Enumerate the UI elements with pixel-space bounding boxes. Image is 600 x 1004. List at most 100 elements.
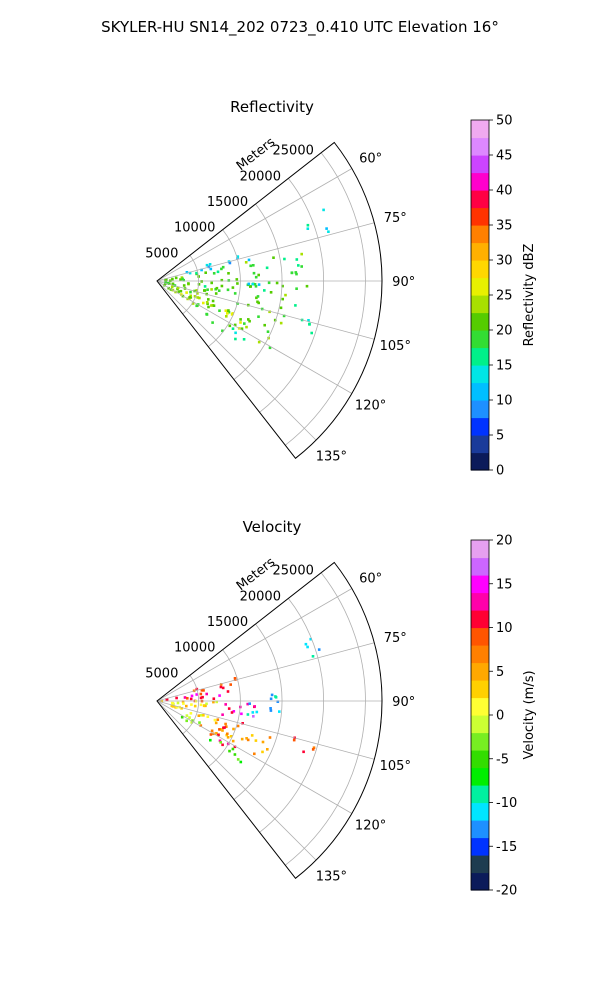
echo-gate <box>193 295 197 298</box>
echo-gate <box>300 265 303 268</box>
echo-gate <box>300 252 303 256</box>
echo-gate <box>180 293 183 296</box>
echo-gate <box>250 734 254 737</box>
echo-gate <box>275 281 279 285</box>
echo-gate <box>235 278 239 281</box>
echo-gate <box>239 321 242 324</box>
echo-gate <box>218 728 221 731</box>
echo-gate <box>225 725 228 728</box>
azimuth-spoke <box>156 280 317 441</box>
echo-gate <box>233 292 237 295</box>
colorbar-segment <box>471 680 489 699</box>
echo-gate <box>253 705 256 708</box>
echo-gate <box>229 683 232 686</box>
radial-tick-label: 15000 <box>207 195 248 210</box>
echo-gate <box>203 289 207 292</box>
echo-gate <box>203 285 207 288</box>
echo-gate <box>279 306 283 310</box>
echo-gate <box>195 693 198 696</box>
echo-gate <box>180 276 184 279</box>
echo-gate <box>193 704 197 708</box>
echo-gate <box>245 325 248 329</box>
echo-gate <box>226 736 230 739</box>
echo-gate <box>254 739 258 742</box>
echo-gate <box>207 298 210 301</box>
echo-gate <box>224 722 227 726</box>
range-ring <box>233 203 283 380</box>
colorbar-segment <box>471 155 489 174</box>
echo-gate <box>210 729 214 733</box>
echo-gate <box>226 690 230 693</box>
echo-gate <box>199 714 203 717</box>
echo-gate <box>185 271 189 274</box>
echo-gate <box>227 272 230 275</box>
colorbar-segment <box>471 435 489 454</box>
echo-gate <box>281 297 284 301</box>
angle-tick-label: 135° <box>316 869 347 884</box>
radial-tick-label: 25000 <box>273 564 314 579</box>
echo-gate <box>246 713 250 716</box>
angle-tick-label: 75° <box>384 631 407 646</box>
echo-gate <box>252 271 256 275</box>
echo-gate <box>242 338 246 341</box>
echo-gate <box>215 700 218 704</box>
angle-tick-label: 75° <box>384 211 407 226</box>
colorbar-segment <box>471 120 489 139</box>
echo-gate <box>231 739 235 743</box>
echo-gate <box>224 703 227 706</box>
echo-gate <box>206 715 210 718</box>
echo-gate <box>305 284 309 288</box>
azimuth-spoke <box>156 700 353 814</box>
echo-gate <box>236 724 240 728</box>
echo-gate <box>185 291 188 294</box>
echo-gate <box>311 655 315 658</box>
echo-gate <box>306 645 309 649</box>
echo-gate <box>268 346 272 350</box>
radial-tick-label: 20000 <box>240 169 281 184</box>
colorbar-label: Velocity (m/s) <box>522 670 537 759</box>
grid <box>156 572 382 866</box>
azimuth-spoke <box>156 168 353 282</box>
colorbar-segment <box>471 452 489 471</box>
colorbar-label: Reflectivity dBZ <box>522 244 537 347</box>
colorbar-tick-label: 20 <box>496 324 513 339</box>
range-ring <box>259 598 324 833</box>
echo-gate <box>221 329 224 333</box>
echo-gate <box>199 696 203 700</box>
echo-gate <box>233 753 237 756</box>
colorbar-tick-label: -10 <box>496 796 517 811</box>
echo-gate <box>227 309 230 312</box>
echo-gate <box>218 739 222 743</box>
echo-gate <box>205 692 208 696</box>
colorbar-segment <box>471 610 489 629</box>
echo-gate <box>212 304 216 307</box>
echo-gate <box>294 304 297 307</box>
azimuth-spoke <box>156 222 375 282</box>
echo-gate <box>214 721 218 725</box>
echo-gate <box>282 314 286 318</box>
echo-gate <box>249 285 252 288</box>
colorbar-segment <box>471 802 489 821</box>
echo-gate <box>263 323 266 327</box>
echo-gate <box>292 738 296 742</box>
echo-gate <box>175 696 178 700</box>
echo-gate <box>232 727 235 731</box>
colorbar-tick-label: 15 <box>496 577 513 592</box>
angle-tick-label: 90° <box>392 695 415 710</box>
echo-gate <box>307 319 310 322</box>
echo-gate <box>196 296 199 299</box>
reflectivity-colorbar: 0 5 10 15 20 25 30 35 40 45 50 Reflectivity dBZ <box>470 114 537 479</box>
echo-gate <box>213 718 217 722</box>
echo-gate <box>253 752 256 756</box>
echo-gate <box>199 724 203 727</box>
azimuth-spoke <box>156 588 353 702</box>
sector-frame <box>156 561 383 880</box>
echo-gate <box>188 271 192 275</box>
colorbar-segment <box>471 785 489 804</box>
colorbar-segment <box>471 767 489 786</box>
echo-gate <box>295 258 299 261</box>
echo-gate <box>245 737 248 740</box>
echo-gate <box>191 302 195 305</box>
echo-gate <box>212 700 215 704</box>
panel-title: Velocity <box>243 518 302 536</box>
